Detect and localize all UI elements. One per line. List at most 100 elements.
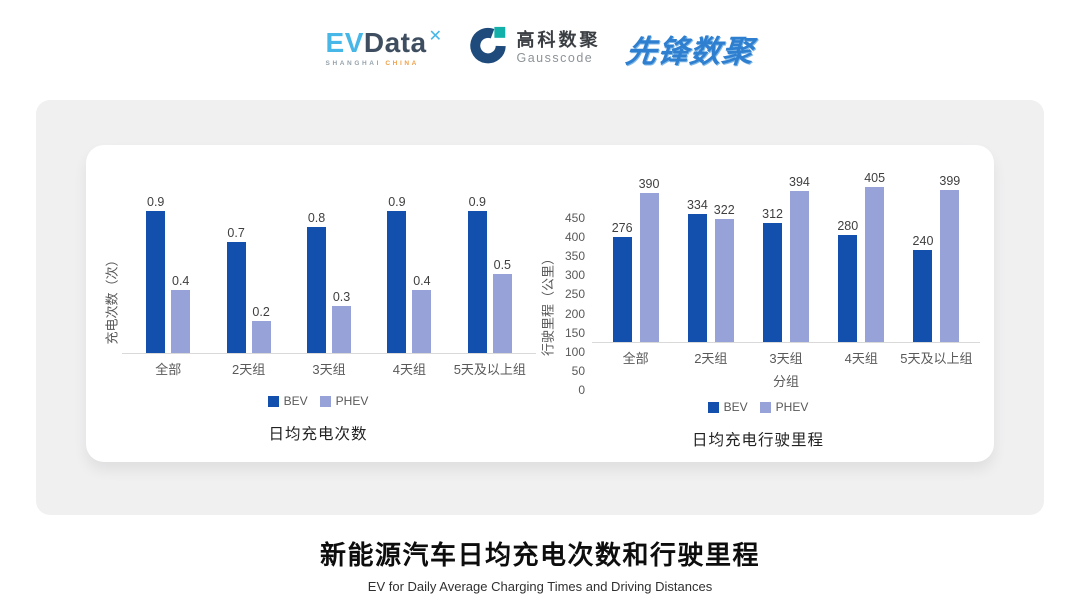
bar-item: 394 [789, 170, 810, 342]
bar-item: 405 [864, 170, 885, 342]
evdata-subtext: SHANGHAI CHINA [325, 59, 443, 68]
bar-group: 0.9 0.4 [128, 195, 208, 353]
bar-value-label: 0.9 [468, 195, 487, 209]
y-tick-label: 300 [564, 268, 585, 283]
bar-item: 399 [939, 170, 960, 342]
gausscode-logo-text: 高科数聚 Gausscode [516, 30, 600, 65]
bar-phev [789, 191, 809, 342]
legend-item-bev: BEV [267, 394, 308, 408]
bar-bev [763, 222, 783, 342]
bar-group: 0.9 0.5 [450, 195, 530, 353]
legend-label: BEV [283, 394, 308, 408]
legend-swatch [267, 395, 279, 407]
bar-bev [467, 211, 487, 353]
bar-group: 0.8 0.3 [289, 195, 369, 353]
bar-value-label: 0.4 [413, 273, 431, 288]
bar-group: 240 399 [899, 170, 974, 342]
y-tick-label: 450 [564, 211, 585, 225]
bar-bev [387, 211, 407, 353]
category-label: 3天组 [312, 362, 346, 377]
page-title: 新能源汽车日均充电次数和行驶里程 [319, 540, 760, 570]
legend-item-phev: PHEV [319, 394, 369, 408]
y-tick-label: 100 [564, 344, 585, 359]
legend-swatch [707, 401, 719, 413]
bar-value-label: 390 [638, 176, 660, 191]
y-tick-label: 0 [578, 383, 585, 397]
bar-bev [913, 250, 933, 342]
evdata-shanghai-text: SHANGHAI [325, 59, 381, 67]
category-label: 5天及以上组 [453, 362, 526, 377]
evdata-logo-text: EVData ✕ [325, 26, 443, 58]
bar-item: 334 [687, 170, 708, 342]
bar-value-label: 280 [837, 218, 859, 233]
category-axis: 全部 2天组 3天组 4天组 5天及以上组 [122, 354, 536, 378]
pioneer-logo: 先锋数聚 [624, 33, 757, 69]
category-label: 4天组 [844, 351, 878, 366]
bar-group: 0.9 0.4 [369, 195, 449, 353]
bar-bev [612, 236, 632, 342]
bar-value-label: 0.5 [493, 258, 512, 272]
bar-value-label: 312 [762, 206, 783, 221]
bar-value-label: 399 [939, 173, 961, 188]
bar-value-label: 240 [912, 234, 934, 249]
evdata-china-text: CHINA [385, 59, 419, 67]
x-axis-label: 分组 [772, 374, 799, 389]
legend-label: PHEV [775, 400, 809, 414]
legend-label: PHEV [335, 394, 369, 408]
bar-item: 0.2 [251, 195, 271, 353]
gausscode-g-icon [468, 26, 508, 71]
bar-value-label: 322 [713, 202, 735, 217]
legend-label: BEV [723, 400, 748, 414]
bar-item: 390 [638, 170, 660, 342]
bar-value-label: 0.3 [332, 289, 351, 304]
y-tick-label: 200 [564, 306, 585, 321]
bar-item: 0.8 [307, 195, 327, 353]
bar-item: 312 [762, 170, 783, 342]
legend-item-bev: BEV [707, 400, 748, 414]
bar-item: 0.4 [412, 195, 432, 353]
legend: BEV PHEV [536, 400, 980, 414]
bar-item: 0.9 [467, 195, 487, 353]
category-label: 2天组 [694, 351, 728, 366]
bar-value-label: 0.7 [227, 226, 245, 241]
category-label: 全部 [622, 351, 649, 366]
category-label: 3天组 [769, 351, 803, 366]
evdata-x-icon: ✕ [428, 27, 443, 45]
bar-value-label: 0.8 [307, 210, 326, 225]
legend: BEV PHEV [100, 394, 536, 408]
bar-group: 334 322 [673, 170, 748, 342]
plot-area: 276 390 334 322 312 394 280 405 240 399 [592, 170, 980, 343]
bar-value-label: 0.2 [252, 305, 270, 320]
bar-phev [714, 218, 734, 342]
chart-daily-driving-distance: 行驶里程（公里） 0 50 100 150 200 250 300 350 400 450 276… [536, 170, 980, 462]
bar-item: 0.9 [146, 195, 166, 353]
bar-value-label: 405 [864, 171, 886, 186]
evdata-data-text: Data [363, 26, 427, 58]
charts-panel: 充电次数（次） 0.9 0.4 0.7 0.2 0.8 0.3 0.9 0.4 0.9 0.5 全… [36, 100, 1044, 515]
bar-item: 280 [837, 170, 858, 342]
footer: 新能源汽车日均充电次数和行驶里程 EV for Daily Average Ch… [0, 535, 1080, 594]
y-tick-label: 400 [564, 230, 585, 245]
y-tick-label: 50 [571, 363, 585, 378]
category-label: 5天及以上组 [900, 351, 973, 366]
logo-header: EVData ✕ SHANGHAI CHINA 高科数聚 Gausscode 先锋… [0, 0, 1080, 96]
bar-item: 0.9 [387, 195, 407, 353]
chart-title: 日均充电次数 [268, 426, 368, 443]
y-axis-label: 行驶里程（公里） [540, 251, 556, 357]
category-label: 4天组 [392, 362, 427, 377]
category-label: 2天组 [231, 362, 266, 377]
y-axis-label: 充电次数（次） [104, 253, 120, 345]
evdata-ev-text: EV [325, 26, 364, 58]
bar-phev [865, 187, 885, 342]
legend-swatch [759, 401, 771, 413]
bar-group: 0.7 0.2 [208, 195, 288, 353]
bar-value-label: 394 [789, 175, 810, 190]
evdata-logo: EVData ✕ SHANGHAI CHINA [325, 26, 443, 68]
bar-item: 276 [612, 170, 633, 342]
legend-item-phev: PHEV [759, 400, 809, 414]
bar-value-label: 276 [611, 220, 633, 235]
bar-item: 322 [714, 170, 735, 342]
bar-phev [412, 289, 432, 353]
bar-phev [940, 189, 960, 342]
